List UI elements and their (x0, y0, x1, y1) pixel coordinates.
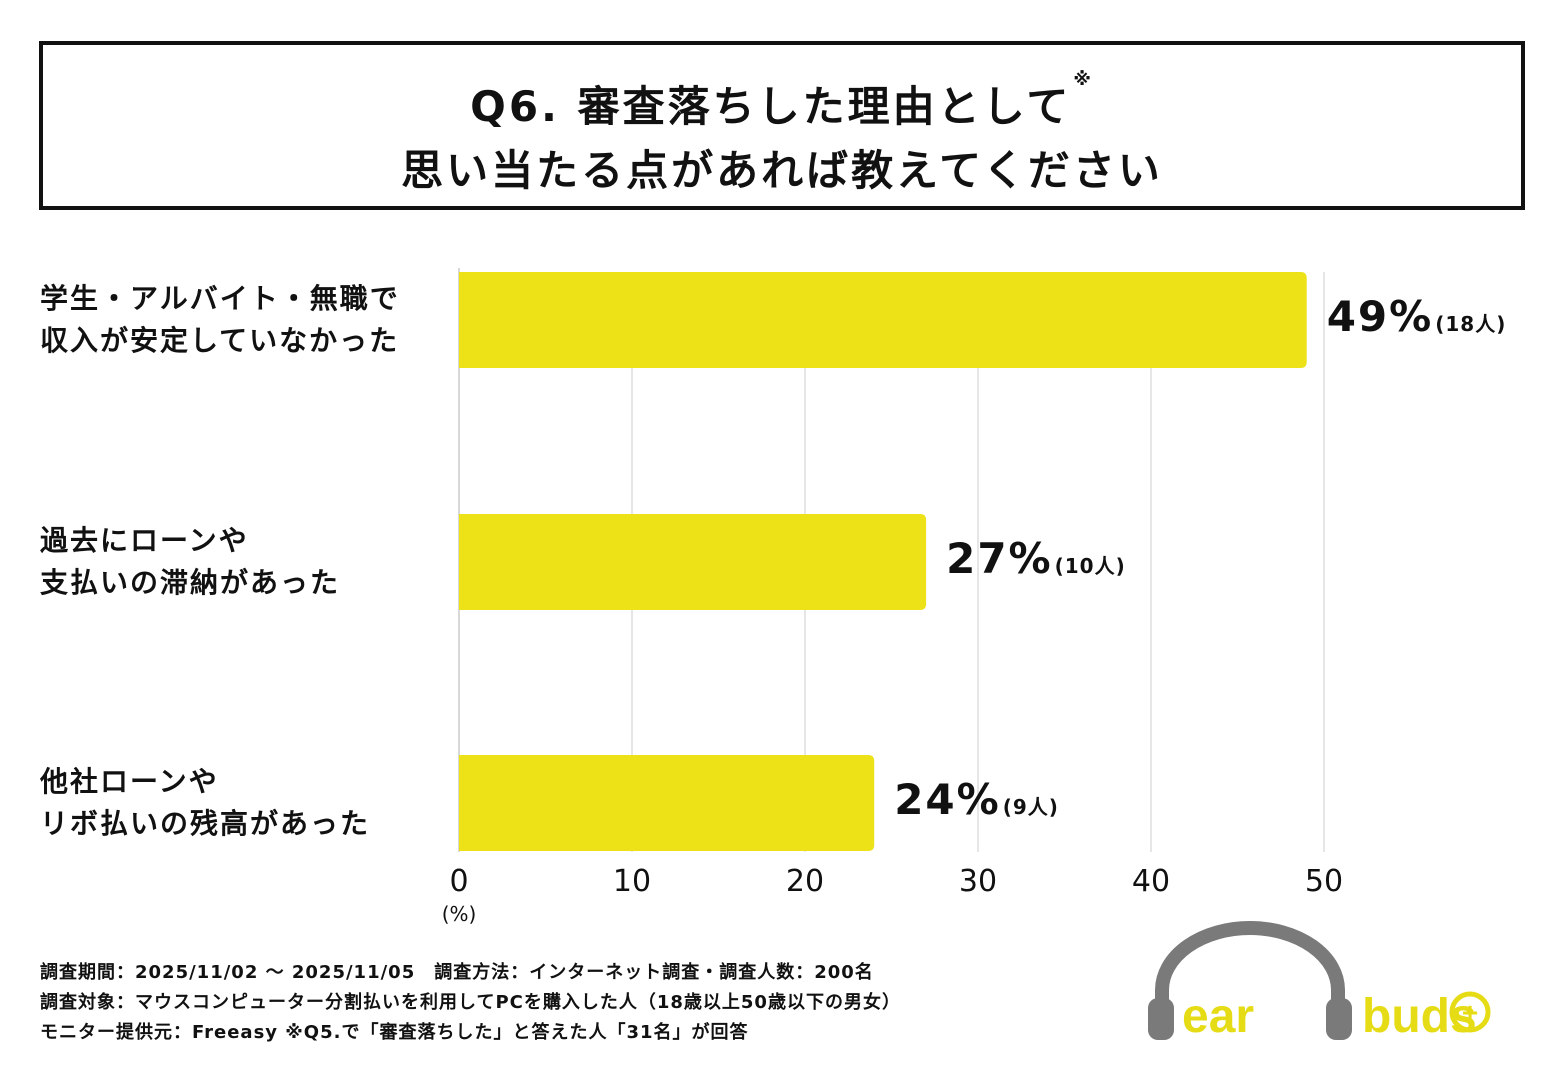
category-label-1-line-1: 学生・アルバイト・無職で (40, 282, 400, 315)
value-count-2: (10人) (1054, 554, 1126, 578)
category-label-2-line-2: 支払いの滞納があった (40, 566, 341, 599)
axis-unit-label: (%) (441, 902, 477, 926)
category-label-1-line-2: 収入が安定していなかった (40, 324, 400, 357)
x-tick-label-40: 40 (1131, 864, 1171, 899)
headphone-right-cup-icon (1326, 998, 1352, 1040)
plus-circle-icon (1449, 991, 1491, 1033)
value-percent-1: 49% (1326, 292, 1434, 341)
x-tick-label-10: 10 (612, 864, 652, 899)
value-count-1: (18人) (1435, 312, 1507, 336)
category-label-3: 他社ローンやリボ払いの残高があった (40, 761, 370, 845)
survey-provider-text: モニター提供元：Freeasy ※Q5.で「審査落ちした」と答えた人「31名」が… (40, 1022, 749, 1043)
title-line-2: 思い当たる点があれば教えてください (401, 146, 1163, 195)
logo-text-ear: ear (1182, 990, 1254, 1043)
value-label-2: 27% (10人) (946, 534, 1126, 583)
bar-2 (459, 514, 927, 610)
title-note-mark: ※ (1073, 69, 1094, 90)
x-tick-label-50: 50 (1304, 864, 1344, 899)
category-label-1: 学生・アルバイト・無職で 収入が安定していなかった (40, 278, 400, 362)
survey-period-text: 調査期間：2025/11/02 ～ 2025/11/05 調査方法：インターネッ… (40, 962, 874, 983)
title-box: Q6. 審査落ちした理由として※ 思い当たる点があれば教えてください (39, 41, 1525, 210)
headphone-band-icon (1155, 921, 1345, 1022)
value-percent-2: 27% (946, 534, 1053, 583)
category-label-2: 過去にローンや支払いの滞納があった (40, 520, 340, 604)
bars (459, 272, 1307, 851)
title-text-1: Q6. 審査落ちした理由として (470, 82, 1072, 131)
x-tick-label-20: 20 (785, 864, 825, 899)
value-label-3: 24% (9人) (894, 775, 1059, 824)
bar-3 (459, 755, 875, 851)
earbuds-logo: ear buds + (1148, 921, 1491, 1043)
category-label-3-line-2: リボ払いの残高があった (40, 807, 371, 840)
x-tick-label-0: 0 (449, 864, 469, 899)
title-line-1: Q6. 審査落ちした理由として※ (43, 69, 1521, 134)
logo-plus-symbol: + (1462, 997, 1478, 1028)
value-label-1: 49% (18人) (1327, 292, 1507, 341)
value-percent-3: 24% (894, 775, 1001, 824)
category-label-3-line-1: 他社ローンや (40, 765, 219, 798)
x-tick-label-30: 30 (958, 864, 998, 899)
value-count-3: (9人) (1002, 795, 1059, 819)
headphone-left-cup-icon (1148, 998, 1174, 1040)
category-label-2-line-1: 過去にローンや (40, 524, 249, 557)
bar-1 (459, 272, 1307, 368)
survey-target-text: 調査対象：マウスコンピューター分割払いを利用してPCを購入した人（18歳以上50… (40, 992, 901, 1013)
